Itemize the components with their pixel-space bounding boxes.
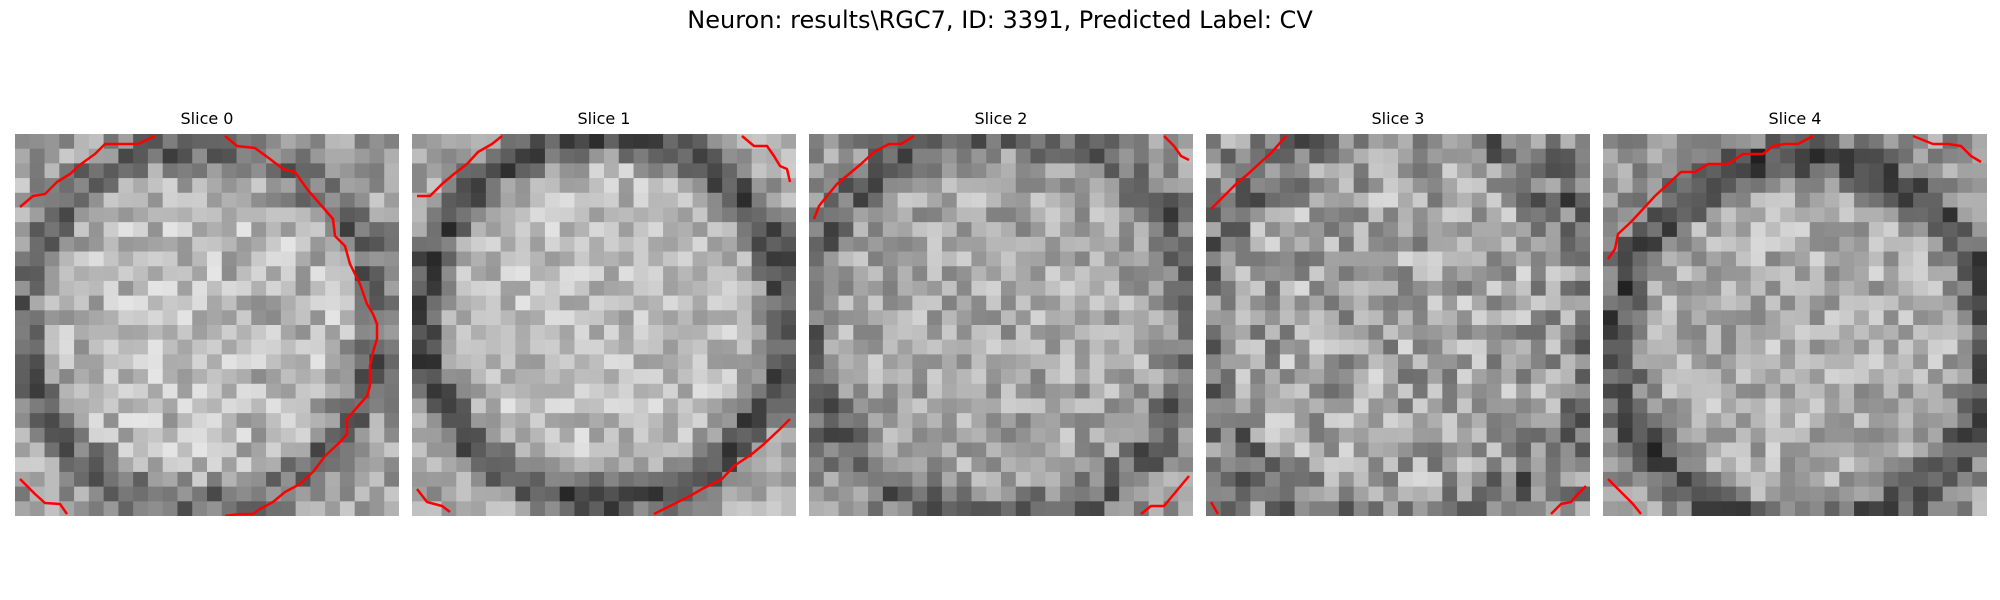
slice-4-image [1603,134,1987,516]
slice-3-title: Slice 3 [1206,109,1590,128]
slice-0-title: Slice 0 [15,109,399,128]
slice-0-image [15,134,399,516]
slice-1-pixels [412,134,796,516]
slice-4-title: Slice 4 [1603,109,1987,128]
slice-1-image [412,134,796,516]
slice-3-image [1206,134,1590,516]
figure-title: Neuron: results\RGC7, ID: 3391, Predicte… [0,6,2000,34]
slice-2-title: Slice 2 [809,109,1193,128]
slice-3-pixels [1206,134,1590,516]
slice-2-pixels [809,134,1193,516]
slice-2-image [809,134,1193,516]
slice-0-pixels [15,134,399,516]
slice-1-title: Slice 1 [412,109,796,128]
